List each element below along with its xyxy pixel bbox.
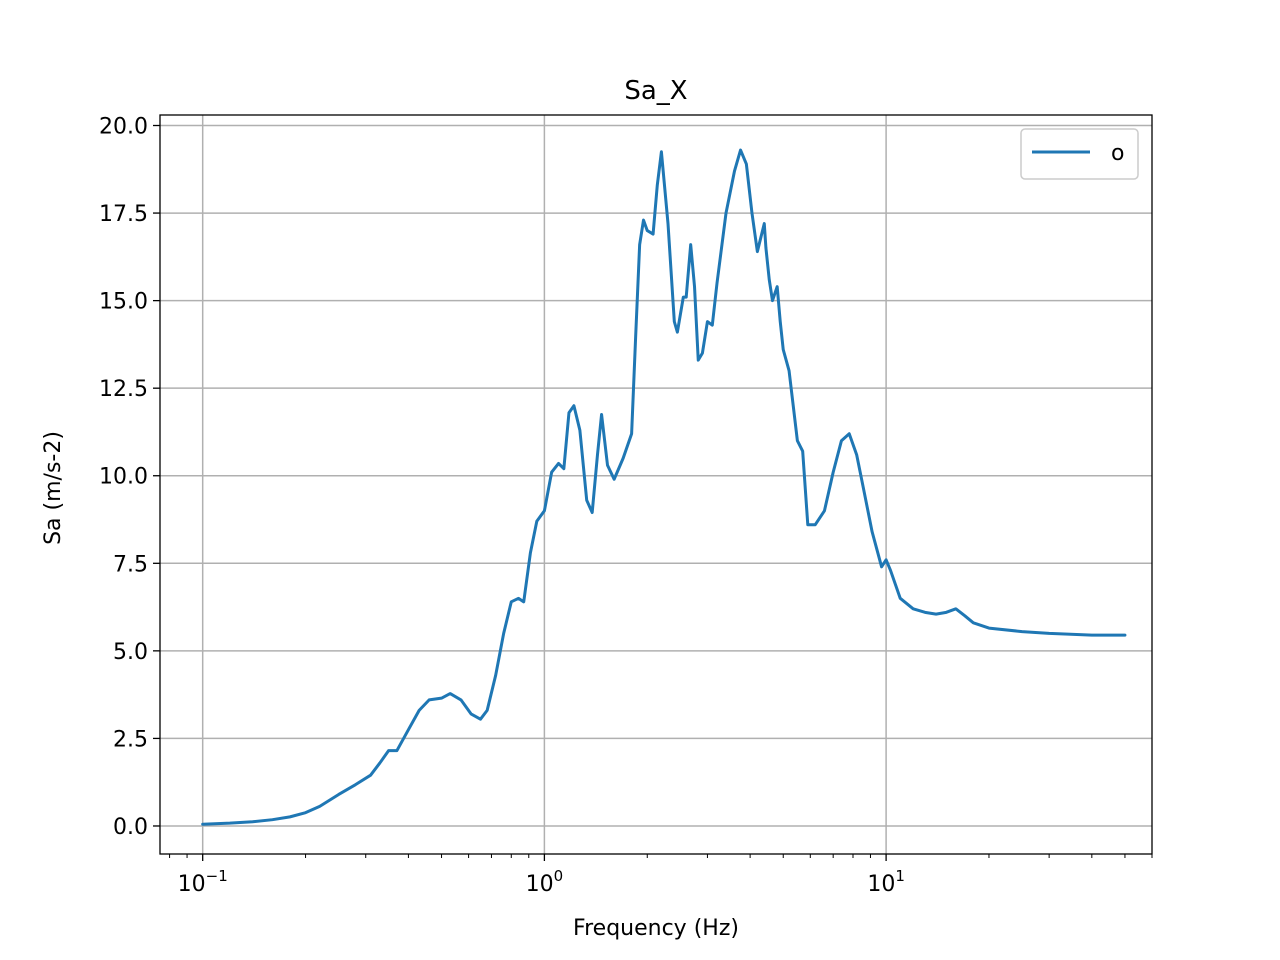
y-tick-label: 17.5 (99, 202, 148, 227)
legend-label: o (1111, 141, 1124, 166)
y-tick-label: 0.0 (113, 815, 148, 840)
x-tick-label: 101 (867, 867, 905, 897)
series-line (201, 148, 1127, 826)
legend-box (1020, 128, 1139, 180)
y-tick-label: 2.5 (113, 727, 148, 752)
series-layer (201, 148, 1127, 826)
y-tick-label: 20.0 (99, 115, 148, 140)
ticks: 0.0 2.5 5.0 7.5 10.0 12.5 15.0 17.5 20.0 10−1 100 1… (99, 115, 1153, 897)
y-tick-label: 10.0 (99, 465, 148, 490)
y-tick-label: 15.0 (99, 290, 148, 315)
grid (160, 115, 1152, 854)
x-tick-label: 100 (526, 867, 564, 897)
x-axis-label: Frequency (Hz) (573, 916, 739, 941)
plot-frame (159, 114, 1153, 855)
y-axis-label: Sa (m/s-2) (41, 431, 66, 545)
y-tick-label: 12.5 (99, 377, 148, 402)
y-tick-label: 5.0 (113, 640, 148, 665)
chart-title: Sa_X (624, 76, 687, 106)
legend: o (1020, 128, 1139, 180)
x-tick-label: 10−1 (178, 867, 228, 897)
y-tick-label: 7.5 (113, 552, 148, 577)
